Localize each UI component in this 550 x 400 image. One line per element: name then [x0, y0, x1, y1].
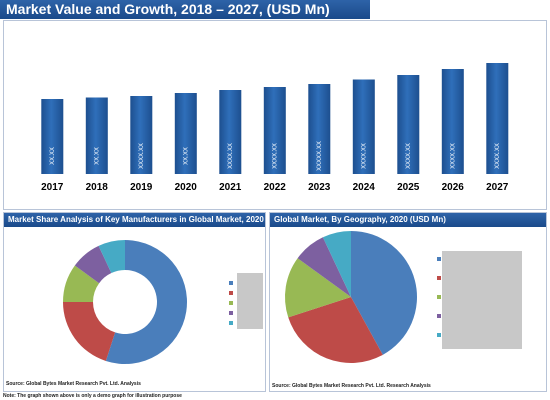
bar-2021: [219, 90, 242, 174]
source-note-right: Source: Global Bytes Market Research Pvt…: [272, 383, 431, 389]
bar-chart-panel: XX.XX 2017 XX.XX 2018 XXXX.XX 2019 XX.XX 2020 XX…: [3, 20, 547, 210]
legend-swatch: [437, 333, 441, 337]
donut-chart-title: Market Share Analysis of Key Manufacture…: [4, 213, 265, 227]
pie-slice: [63, 302, 116, 361]
pie-chart: [285, 231, 418, 363]
legend-text-area: [237, 273, 263, 329]
legend-swatch: [229, 291, 233, 295]
x-tick-label: 2020: [175, 182, 198, 193]
pie-slice: [74, 245, 112, 284]
bar-chart: XX.XX 2017 XX.XX 2018 XXXX.XX 2019 XX.XX 2020 XX…: [41, 63, 509, 193]
pie-slice: [351, 231, 418, 355]
bar-data-label: XX.XX: [94, 147, 100, 165]
x-tick-label: 2019: [130, 182, 153, 193]
bar-data-label: XXXXX.XX: [317, 141, 323, 171]
bar-2027: [486, 63, 509, 174]
x-tick-label: 2026: [442, 182, 465, 193]
pie-slice: [285, 258, 351, 318]
bar-2019: [130, 96, 153, 174]
bar-2026: [441, 69, 464, 174]
bar-2025: [397, 75, 420, 174]
pie-slice: [322, 231, 351, 297]
bar-data-label: XXXX.XX: [361, 143, 367, 169]
demo-note: Note: The graph shown above is only a de…: [3, 393, 182, 399]
legend-swatch: [437, 257, 441, 261]
bar-data-label: XX.XX: [183, 147, 189, 165]
bar-data-label: XXXX.XX: [228, 143, 234, 169]
source-note-left: Source: Global Bytes Market Research Pvt…: [6, 381, 141, 387]
bar-2024: [352, 79, 375, 174]
legend-swatch: [229, 301, 233, 305]
bar-data-label: XXXX.XX: [450, 143, 456, 169]
legend-swatch: [437, 314, 441, 318]
x-tick-label: 2022: [264, 182, 287, 193]
x-tick-label: 2027: [486, 182, 509, 193]
bar-2020: [174, 93, 197, 174]
pie-slice: [288, 297, 383, 363]
legend-swatch: [229, 321, 233, 325]
bar-data-label: XXXX.XX: [406, 143, 412, 169]
x-tick-label: 2025: [397, 182, 420, 193]
manufacturer-share-panel: Market Share Analysis of Key Manufacture…: [3, 212, 266, 392]
geography-panel: Global Market, By Geography, 2020 (USD M…: [269, 212, 547, 392]
x-tick-label: 2023: [308, 182, 331, 193]
legend-swatch: [229, 311, 233, 315]
x-tick-label: 2018: [86, 182, 109, 193]
bar-data-label: XXXX.XX: [272, 143, 278, 169]
legend-swatch: [229, 281, 233, 285]
legend-swatch: [437, 276, 441, 280]
bar-2023: [308, 84, 331, 174]
pie-slice: [105, 240, 188, 364]
x-tick-label: 2021: [219, 182, 242, 193]
bar-2018: [85, 97, 108, 174]
donut-chart: [63, 240, 188, 364]
pie-slice: [98, 240, 125, 274]
bar-data-label: XXXX.XX: [495, 143, 501, 169]
pie-slice: [63, 265, 100, 302]
legend-swatch: [437, 295, 441, 299]
x-tick-label: 2017: [41, 182, 64, 193]
pie-slice: [297, 237, 351, 297]
legend-text-area: [442, 251, 522, 349]
pie-chart-title: Global Market, By Geography, 2020 (USD M…: [270, 213, 546, 227]
bar-2022: [263, 87, 286, 174]
bar-2017: [41, 99, 64, 174]
bar-chart-title: Market Value and Growth, 2018 – 2027, (U…: [0, 0, 370, 19]
bar-data-label: XXXX.XX: [139, 143, 145, 169]
x-tick-label: 2024: [353, 182, 376, 193]
bar-data-label: XX.XX: [50, 147, 56, 165]
